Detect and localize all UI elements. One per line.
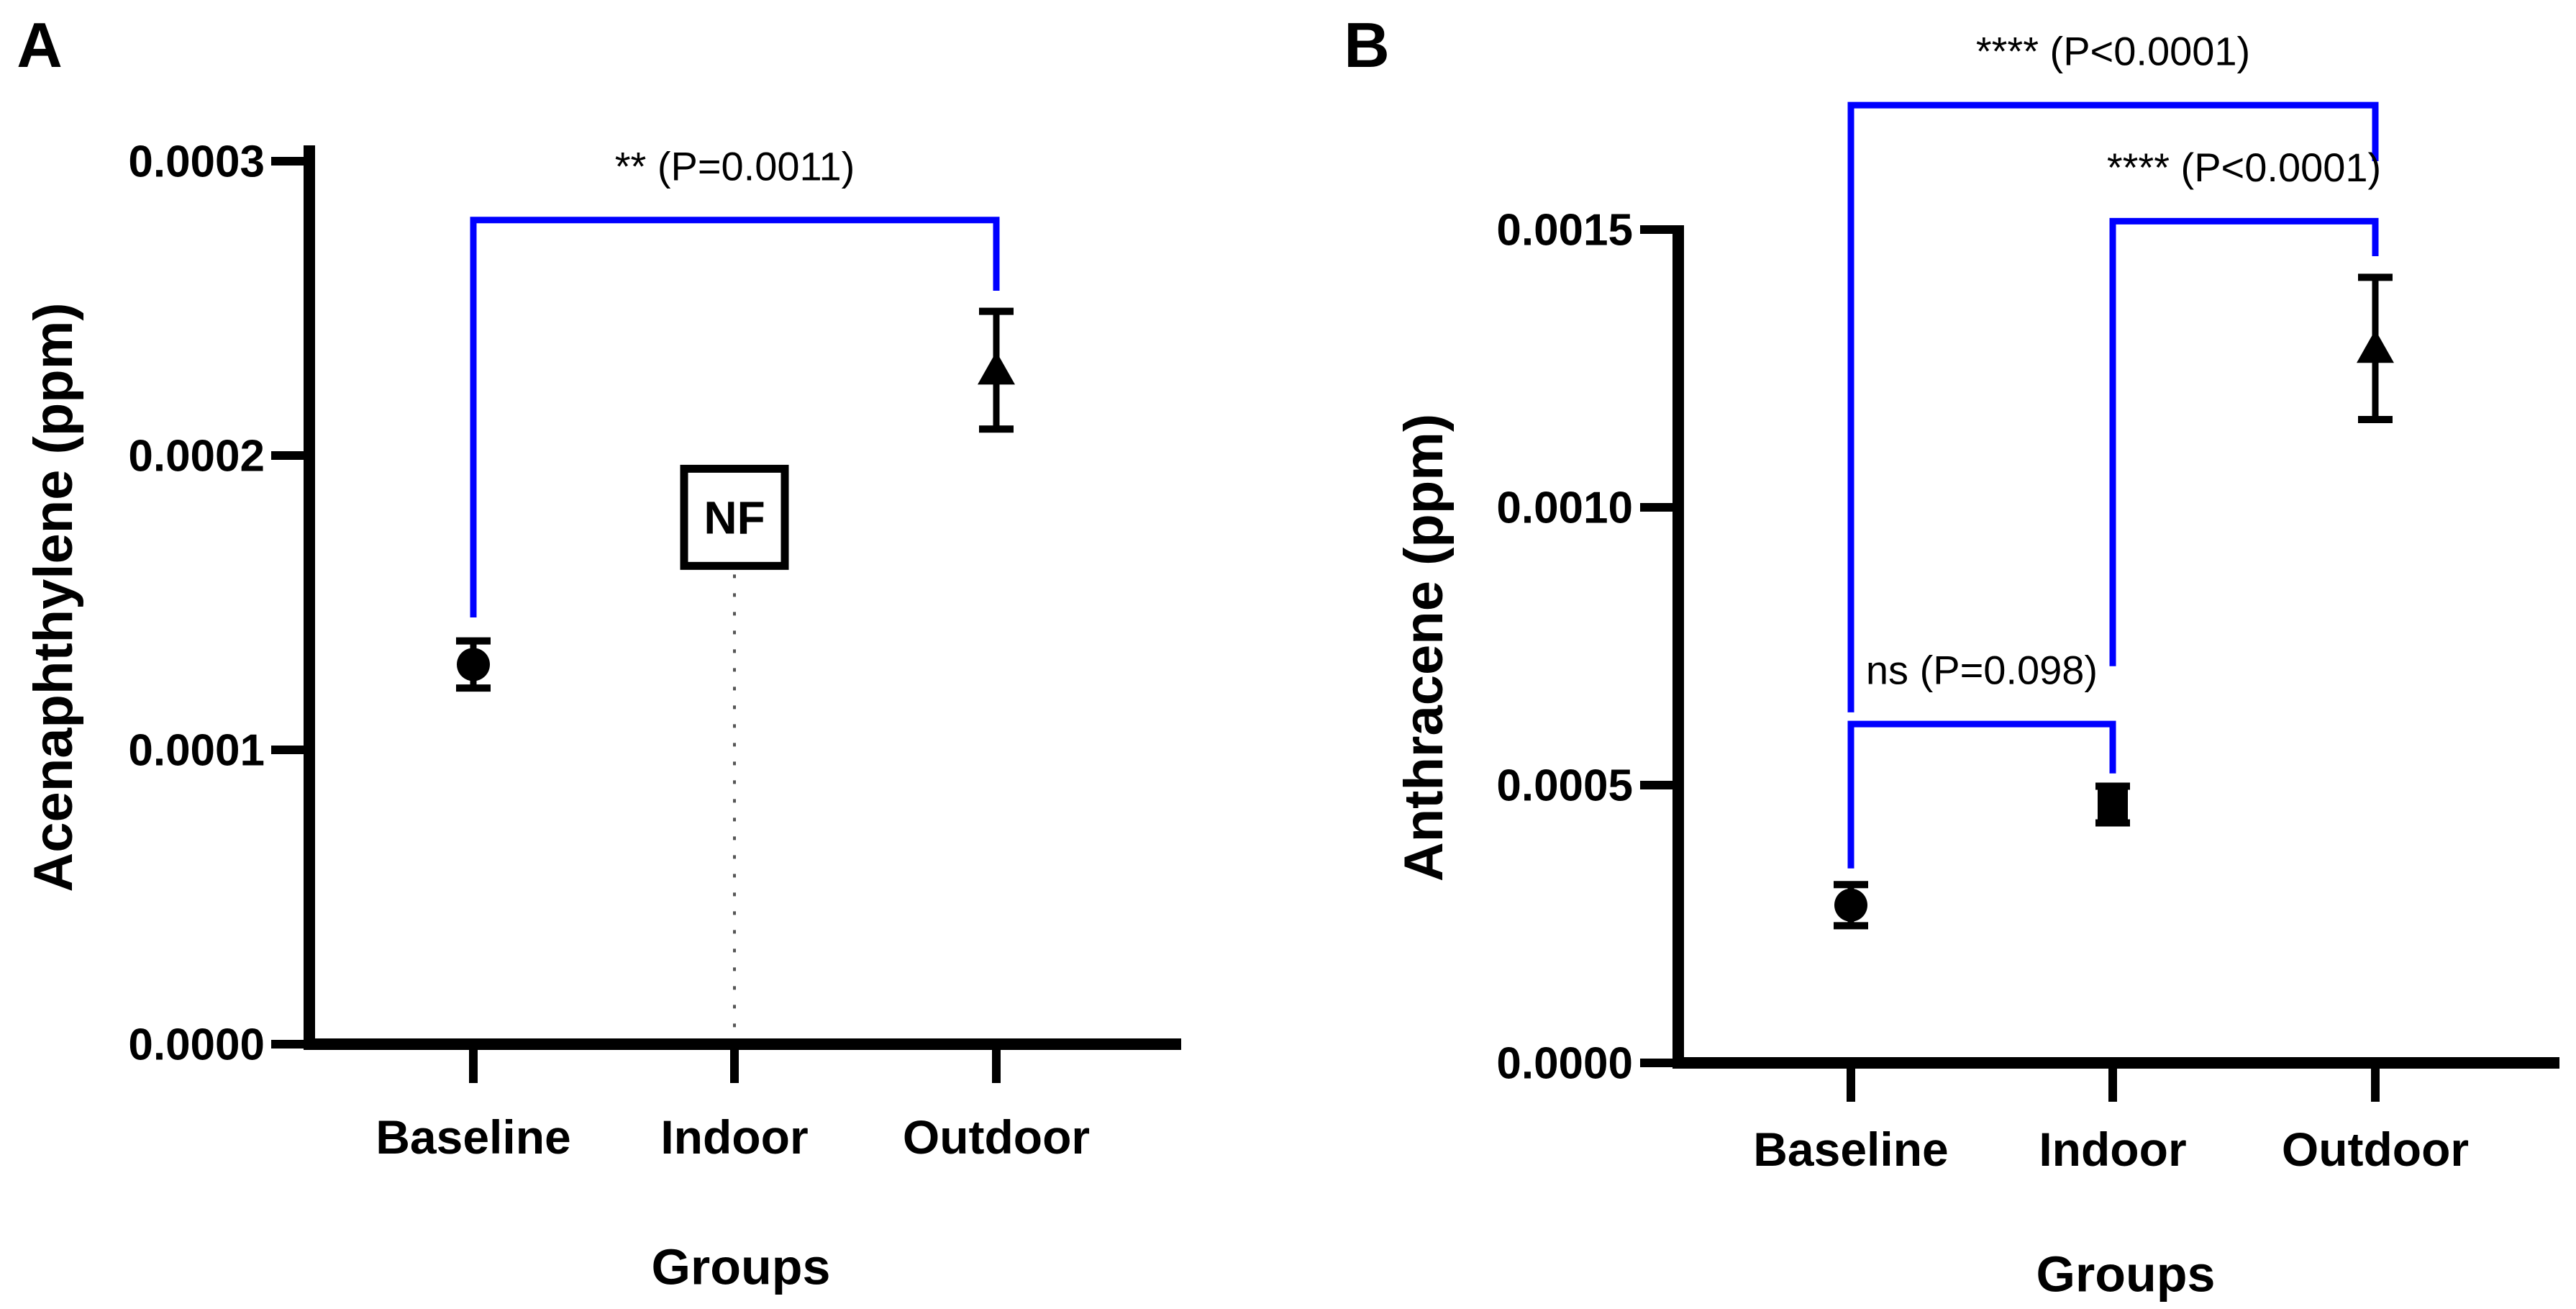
significance-bracket bbox=[1847, 101, 2379, 712]
x-axis-title: Groups bbox=[652, 1239, 831, 1295]
y-tick-label: 0.0001 bbox=[128, 726, 265, 776]
significance-label: ** (P=0.0011) bbox=[615, 143, 855, 189]
x-category-label: Baseline bbox=[1753, 1123, 1948, 1176]
y-tick-label: 0.0003 bbox=[128, 137, 265, 187]
significance-label: **** (P<0.0001) bbox=[1976, 29, 2250, 74]
y-tick-label: 0.0002 bbox=[128, 432, 265, 481]
nf-label: NF bbox=[704, 492, 765, 543]
significance-label: **** (P<0.0001) bbox=[2107, 145, 2381, 190]
data-point-indoor bbox=[2095, 782, 2130, 827]
x-category-label: Indoor bbox=[2039, 1123, 2186, 1176]
triangle-marker bbox=[2357, 330, 2394, 363]
circle-marker bbox=[1834, 888, 1867, 922]
x-category-label: Outdoor bbox=[903, 1110, 1090, 1164]
data-point-baseline bbox=[456, 637, 491, 692]
circle-marker bbox=[457, 648, 490, 681]
x-category-label: Baseline bbox=[376, 1110, 570, 1164]
significance-bracket bbox=[2109, 217, 2379, 666]
triangle-marker bbox=[978, 351, 1015, 385]
y-axis-title: Anthracene (ppm) bbox=[1393, 414, 1455, 882]
data-point-outdoor bbox=[978, 307, 1015, 433]
panel-a: 0.0000 0.0001 0.0002 0.0003 Baseline Indoor Ou… bbox=[17, 9, 1181, 1295]
significance-bracket bbox=[1847, 720, 2116, 869]
square-marker bbox=[2098, 789, 2128, 820]
y-tick-label: 0.0000 bbox=[1496, 1039, 1633, 1089]
panel-letter: A bbox=[17, 9, 63, 81]
y-tick-label: 0.0015 bbox=[1496, 206, 1633, 255]
y-tick-label: 0.0000 bbox=[128, 1020, 265, 1070]
significance-bracket bbox=[470, 217, 1000, 617]
data-point-outdoor bbox=[2357, 273, 2394, 424]
y-tick-label: 0.0010 bbox=[1496, 484, 1633, 533]
panel-b: 0.0000 0.0005 0.0010 0.0015 Baseline Indoor Ou… bbox=[1344, 9, 2559, 1303]
y-tick-label: 0.0005 bbox=[1496, 761, 1633, 811]
x-category-label: Outdoor bbox=[2282, 1123, 2469, 1176]
x-axis-title: Groups bbox=[2036, 1246, 2216, 1303]
panel-letter: B bbox=[1344, 9, 1390, 81]
significance-label: ns (P=0.098) bbox=[1866, 648, 2098, 693]
x-category-label: Indoor bbox=[660, 1110, 808, 1164]
y-axis-title: Acenaphthylene (ppm) bbox=[23, 302, 84, 892]
nf-box bbox=[680, 464, 789, 570]
data-point-baseline bbox=[1834, 881, 1868, 930]
